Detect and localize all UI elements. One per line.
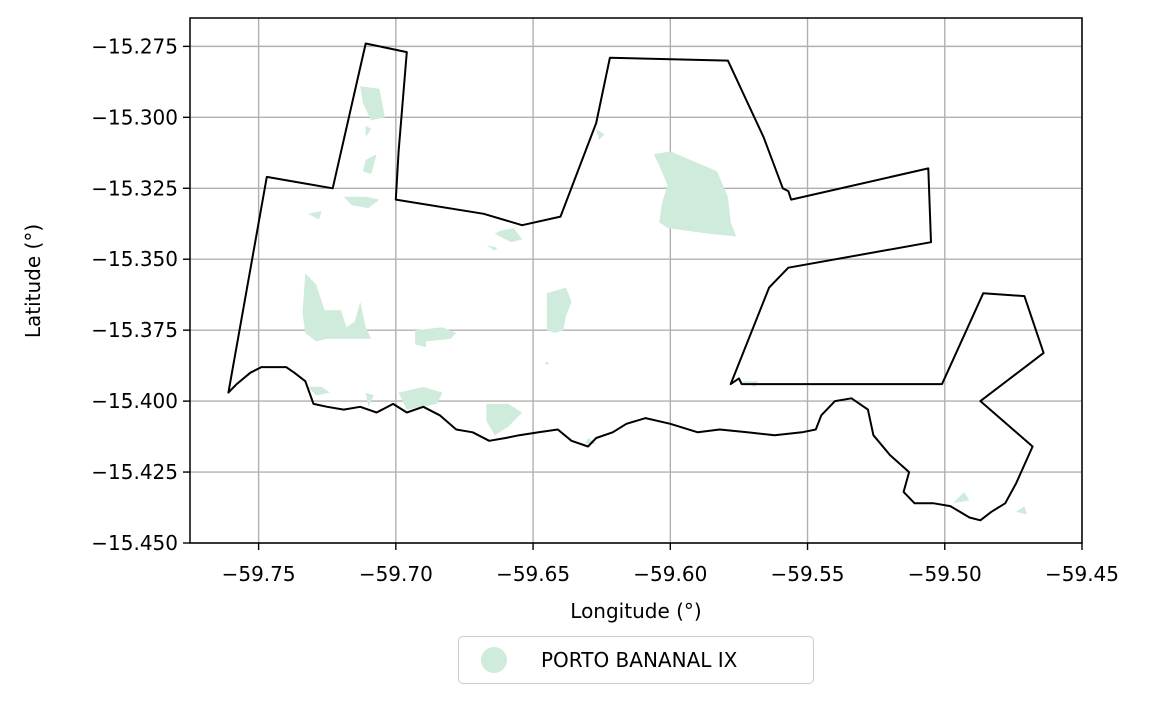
area-polygon (546, 287, 572, 333)
area-polygon (486, 403, 523, 436)
area-polygon (302, 273, 372, 342)
area-polygon (653, 151, 737, 237)
boundary-outline (227, 42, 1045, 522)
area-polygon (360, 86, 385, 121)
y-tick-label: −15.275 (91, 34, 178, 58)
y-axis-label: Latitude (°) (21, 224, 45, 338)
area-polygon (415, 327, 457, 348)
plot-background (190, 18, 1082, 543)
x-tick-label: −59.55 (771, 562, 845, 586)
x-axis-label: Longitude (°) (570, 599, 701, 623)
y-tick-label: −15.375 (91, 318, 178, 342)
x-tick-label: −59.75 (222, 562, 296, 586)
area-polygon (953, 491, 970, 504)
boundary-layer (227, 42, 1045, 522)
area-polygon (1016, 506, 1028, 515)
legend-label: PORTO BANANAL IX (541, 648, 738, 672)
y-tick-label: −15.325 (91, 176, 178, 200)
area-polygon (486, 245, 498, 251)
x-tick-label: −59.60 (633, 562, 707, 586)
x-tick-label: −59.50 (908, 562, 982, 586)
y-tick-label: −15.300 (91, 105, 178, 129)
area-polygon (398, 386, 443, 410)
y-tick-label: −15.425 (91, 460, 178, 484)
y-tick-label: −15.400 (91, 389, 178, 413)
area-polygon (362, 154, 377, 175)
legend-swatch-circle (481, 647, 507, 673)
area-polygon (494, 228, 523, 243)
area-polygon (365, 392, 374, 407)
axes-frame (189, 17, 1083, 544)
area-polygon (343, 196, 380, 209)
area-polygon (596, 128, 605, 140)
area-polygon (544, 361, 550, 365)
x-tick-label: −59.45 (1045, 562, 1119, 586)
y-tick-label: −15.350 (91, 247, 178, 271)
x-tick-label: −59.65 (496, 562, 570, 586)
legend: PORTO BANANAL IX (458, 636, 814, 684)
y-tick-label: −15.450 (91, 531, 178, 555)
x-ticks: −59.75 −59.70 −59.65 −59.60 −59.55 −59.50 −59.… (222, 543, 1119, 586)
area-polygon (308, 386, 330, 396)
area-polygons (302, 86, 1028, 515)
x-tick-label: −59.70 (359, 562, 433, 586)
area-polygon (308, 211, 322, 220)
area-polygon (365, 125, 372, 138)
y-ticks: −15.275 −15.300 −15.325 −15.350 −15.375 −15.4… (91, 34, 190, 555)
